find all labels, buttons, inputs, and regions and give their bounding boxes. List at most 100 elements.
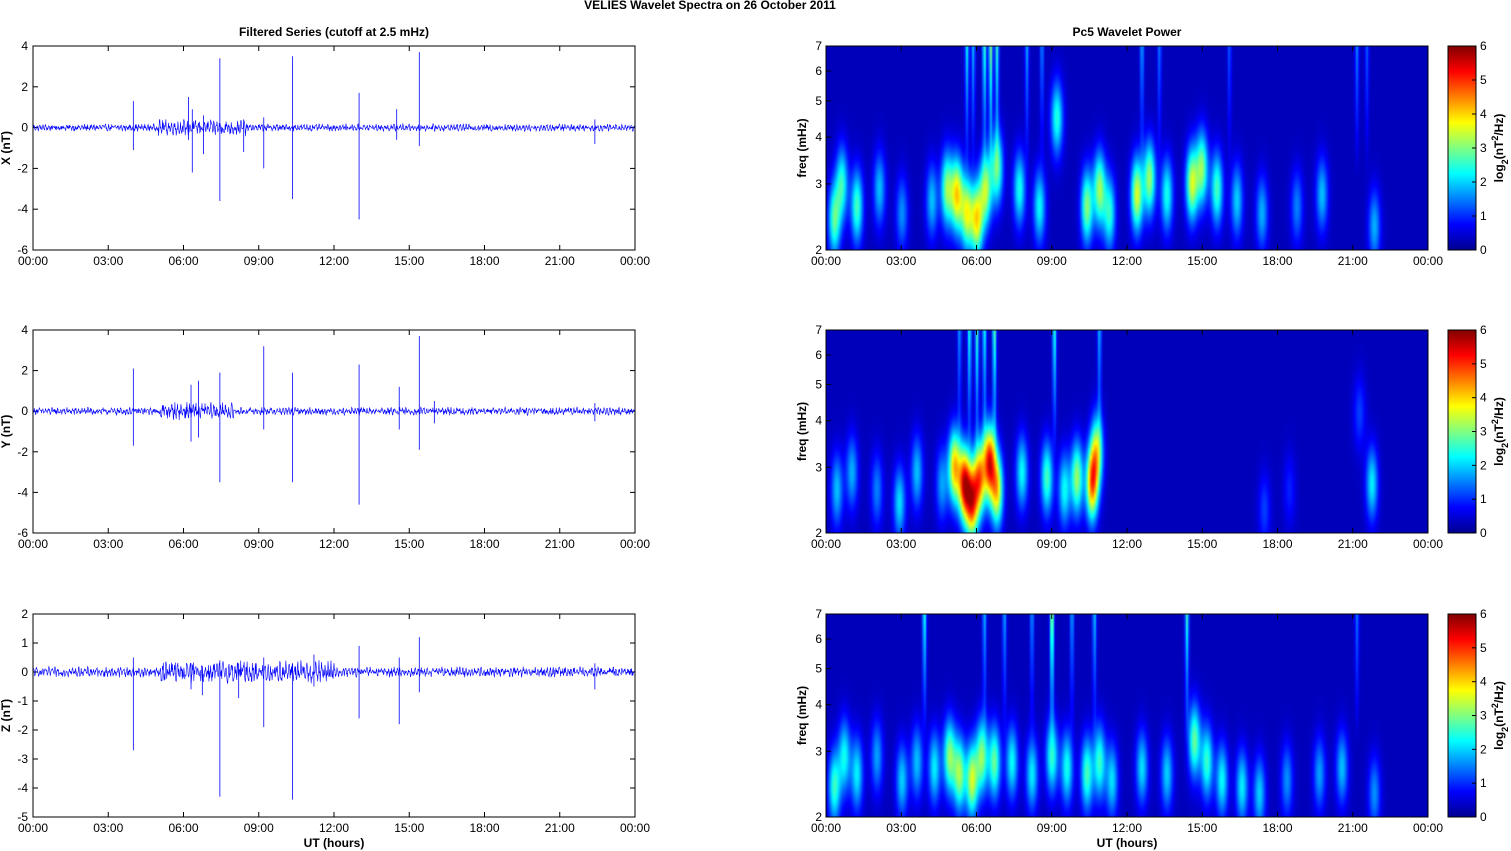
power-z-colorbar-tick-label: 2 [1480,742,1487,756]
series-x-ytick-label: -4 [17,202,28,216]
power-y-xtick-label: 15:00 [1187,537,1217,551]
power-x-ytick-label: 5 [815,94,822,108]
power-z-ytick-label: 2 [815,810,822,824]
series-z-trace [32,660,636,684]
series-y-ytick-label: 0 [21,404,28,418]
power-z-xtick-label: 06:00 [961,821,991,835]
power-x-colorbar-tick-label: 2 [1480,175,1487,189]
series-y-panel: -6 -4 -2 0 2 4 00:00 03:00 06:00 09:00 12:00 15:00 1… [0,323,650,551]
power-y-xtick-label: 03:00 [886,537,916,551]
power-x-colorbar-tick-label: 1 [1480,209,1487,223]
power-x-colorbar-tick-label: 0 [1480,243,1487,257]
power-y-heatmap [826,330,1428,533]
series-y-xtick-label: 21:00 [545,537,575,551]
power-y-ylabel: freq (mHz) [795,402,809,461]
series-z-xlabel: UT (hours) [304,836,365,850]
power-y-colorbar-tick-label: 6 [1480,323,1487,337]
series-y-xtick-label: 06:00 [168,537,198,551]
power-x-colorbar-label: log2(nT2/Hz) [1490,114,1510,183]
power-z-xtick-label: 03:00 [886,821,916,835]
power-x-heatmap [826,46,1428,250]
power-x-ytick-label: 2 [815,243,822,257]
power-z-xtick-label: 00:00 [1413,821,1443,835]
series-z-xtick-label: 09:00 [244,821,274,835]
series-y-ytick-label: 4 [21,323,28,337]
power-x-xtick-label: 15:00 [1187,254,1217,268]
series-x-xtick-label: 09:00 [244,254,274,268]
power-y-ytick-label: 2 [815,526,822,540]
series-x-ytick-label: 4 [21,39,28,53]
power-z-xlabel: UT (hours) [1097,836,1158,850]
series-x-xtick-label: 06:00 [168,254,198,268]
power-z-colorbar-label: log2(nT2/Hz) [1490,681,1510,750]
series-z-ytick-label: 0 [21,665,28,679]
power-y-ytick-label: 5 [815,378,822,392]
series-z-ytick-label: -4 [17,781,28,795]
series-z-ytick-label: 1 [21,636,28,650]
power-x-xtick-label: 00:00 [1413,254,1443,268]
series-x-ytick-label: -6 [17,243,28,257]
series-x-ytick-label: 0 [21,121,28,135]
power-x-colorbar-tick-label: 4 [1480,107,1487,121]
power-y-xtick-label: 21:00 [1338,537,1368,551]
power-x-panel: 2 3 4 5 6 7 00:00 03:00 06:00 09:00 12:00 15:00 18:0… [795,39,1510,268]
power-y-ytick-label: 7 [815,323,822,337]
right-column-title: Pc5 Wavelet Power [1073,25,1182,39]
series-z-xtick-label: 03:00 [93,821,123,835]
power-z-ytick-label: 4 [815,698,822,712]
left-column-title: Filtered Series (cutoff at 2.5 mHz) [239,25,429,39]
power-z-heatmap [826,614,1428,817]
series-z-frame [32,613,636,818]
power-x-colorbar-tick-label: 3 [1480,141,1487,155]
series-z-ytick-label: -2 [17,723,28,737]
series-z-xtick-label: 06:00 [168,821,198,835]
power-x-xtick-label: 00:00 [811,254,841,268]
power-y-colorbar-tick-label: 3 [1480,425,1487,439]
power-y-xtick-label: 00:00 [811,537,841,551]
series-z-xtick-label: 21:00 [545,821,575,835]
power-x-ytick-label: 4 [815,130,822,144]
power-z-xtick-label: 12:00 [1112,821,1142,835]
figure-title: VELIES Wavelet Spectra on 26 October 201… [584,0,836,12]
power-z-xtick-label: 21:00 [1338,821,1368,835]
power-z-colorbar [1447,613,1477,818]
power-y-colorbar [1447,329,1477,534]
power-y-xtick-label: 00:00 [1413,537,1443,551]
series-z-xtick-label: 00:00 [620,821,650,835]
series-x-ytick-label: -2 [17,161,28,175]
power-y-ytick-label: 4 [815,414,822,428]
power-y-xtick-label: 06:00 [961,537,991,551]
power-x-xtick-label: 06:00 [961,254,991,268]
series-y-ylabel: Y (nT) [0,415,13,449]
series-y-xtick-label: 09:00 [244,537,274,551]
series-z-xtick-label: 12:00 [319,821,349,835]
series-x-xtick-label: 00:00 [18,254,48,268]
power-z-ytick-label: 3 [815,744,822,758]
series-y-xtick-label: 03:00 [93,537,123,551]
power-z-ylabel: freq (mHz) [795,686,809,745]
series-x-trace [32,118,636,137]
series-x-ylabel: X (nT) [0,131,13,165]
power-y-panel: 2 3 4 5 6 7 00:00 03:00 06:00 09:00 12:00 15:00 18:0… [795,323,1510,551]
power-x-xtick-label: 21:00 [1338,254,1368,268]
series-x-xtick-label: 03:00 [93,254,123,268]
series-x-panel: -6 -4 -2 0 2 4 00:00 03:00 06:00 09:00 12:00 15:00 1… [0,39,650,268]
series-y-xtick-label: 12:00 [319,537,349,551]
power-y-colorbar-tick-label: 2 [1480,458,1487,472]
power-y-xtick-label: 18:00 [1262,537,1292,551]
series-z-xtick-label: 15:00 [394,821,424,835]
power-z-ytick-label: 5 [815,662,822,676]
power-y-colorbar-tick-label: 4 [1480,391,1487,405]
power-z-colorbar-tick-label: 5 [1480,641,1487,655]
power-z-colorbar-tick-label: 0 [1480,810,1487,824]
power-z-colorbar-tick-label: 1 [1480,776,1487,790]
series-x-xtick-label: 12:00 [319,254,349,268]
power-z-xtick-label: 00:00 [811,821,841,835]
series-y-ytick-label: -2 [17,445,28,459]
power-x-xtick-label: 09:00 [1037,254,1067,268]
power-x-ylabel: freq (mHz) [795,118,809,177]
power-x-ytick-label: 3 [815,177,822,191]
series-x-xtick-label: 15:00 [394,254,424,268]
series-z-panel: -5 -4 -3 -2 -1 0 1 2 00:00 03:00 06:00 09:00 12:00 15… [0,607,650,850]
